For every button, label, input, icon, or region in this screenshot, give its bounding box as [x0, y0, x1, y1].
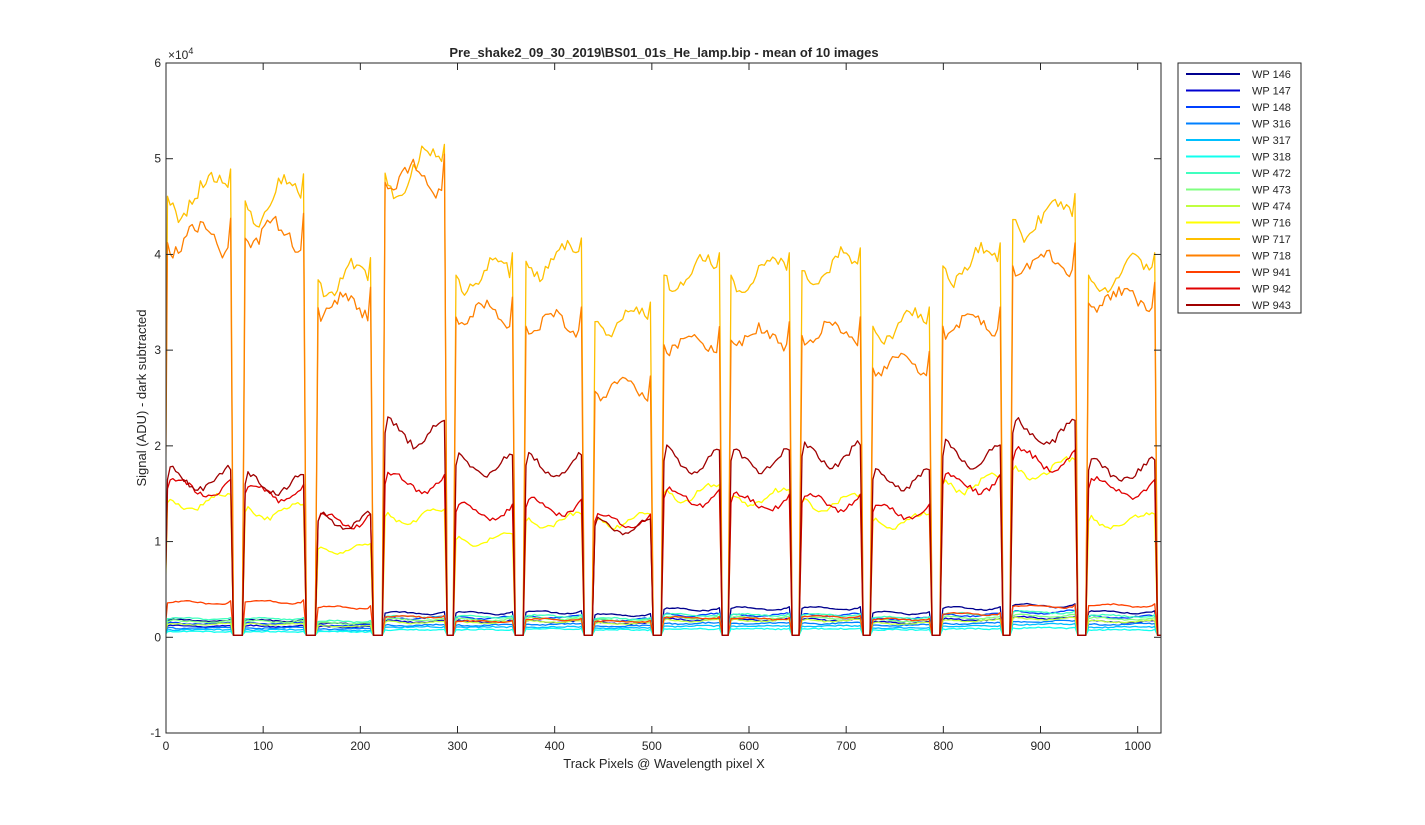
series-line	[166, 619, 1161, 637]
series-line	[166, 626, 1161, 637]
legend-entry: WP 472	[1252, 168, 1291, 180]
x-tick-label: 400	[545, 739, 565, 753]
series-line	[166, 143, 1161, 637]
series-line	[166, 416, 1161, 637]
x-tick-label: 900	[1030, 739, 1050, 753]
chart-title: Pre_shake2_09_30_2019\BS01_01s_He_lamp.b…	[449, 45, 878, 60]
series-line	[166, 445, 1161, 637]
legend-entry: WP 146	[1252, 69, 1291, 81]
x-tick-label: 200	[350, 739, 370, 753]
legend-entry: WP 474	[1252, 201, 1291, 213]
legend-entry: WP 716	[1252, 218, 1291, 230]
y-axis-exponent: ×104	[168, 46, 193, 62]
legend-entry: WP 717	[1252, 234, 1291, 246]
y-tick-label: -1	[150, 726, 161, 740]
legend-entry: WP 941	[1252, 267, 1291, 279]
legend: WP 146 WP 147 WP 148 WP 316 WP 317 WP 318 WP 4…	[1177, 62, 1302, 314]
y-tick-label: 0	[154, 630, 161, 644]
y-tick-label: 4	[154, 247, 161, 261]
series-line	[166, 153, 1161, 637]
x-tick-label: 500	[642, 739, 662, 753]
y-tick-label: 3	[154, 343, 161, 357]
legend-entry: WP 147	[1252, 86, 1291, 98]
series-layer	[166, 143, 1161, 637]
legend-entry: WP 316	[1252, 119, 1291, 131]
y-tick-label: 6	[154, 56, 161, 70]
legend-entry: WP 318	[1252, 152, 1291, 164]
y-tick-label: 1	[154, 535, 161, 549]
series-line	[166, 616, 1161, 637]
series-line	[166, 599, 1161, 637]
legend-entry: WP 718	[1252, 251, 1291, 263]
legend-entry: WP 943	[1252, 300, 1291, 312]
x-axis-label: Track Pixels @ Wavelength pixel X	[563, 756, 765, 771]
x-tick-label: 800	[933, 739, 953, 753]
y-axis-ticks: -1 0 1 2 3 4 5 6	[150, 56, 1161, 740]
x-tick-label: 0	[163, 739, 170, 753]
x-tick-label: 600	[739, 739, 759, 753]
x-tick-label: 100	[253, 739, 273, 753]
legend-entry: WP 148	[1252, 102, 1291, 114]
plot-frame	[165, 62, 1162, 734]
legend-entry: WP 473	[1252, 185, 1291, 197]
legend-entry: WP 317	[1252, 135, 1291, 147]
y-axis-label: Signal (ADU) - dark subtracted	[134, 309, 149, 486]
legend-entry: WP 942	[1252, 284, 1291, 296]
x-tick-label: 1000	[1124, 739, 1151, 753]
x-tick-label: 300	[447, 739, 467, 753]
y-tick-label: 5	[154, 152, 161, 166]
y-tick-label: 2	[154, 439, 161, 453]
x-tick-label: 700	[836, 739, 856, 753]
x-axis-ticks: 0 100 200 300 400 500 600 700 800 900 1000	[163, 63, 1151, 753]
